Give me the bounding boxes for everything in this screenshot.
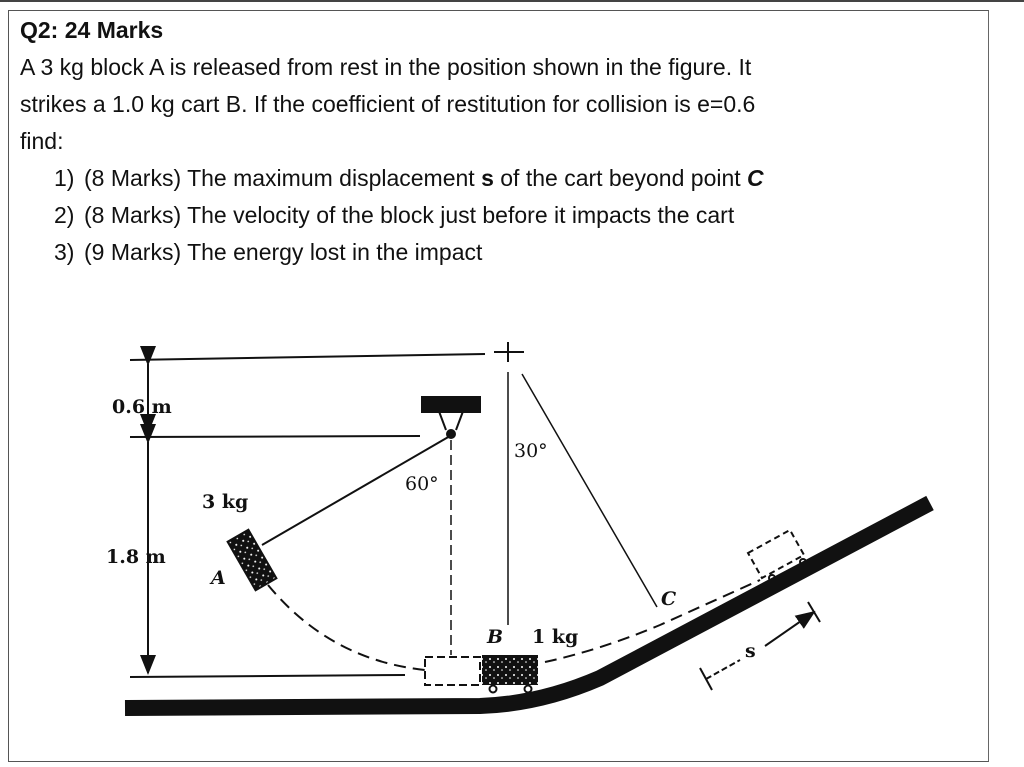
- part-symbol-s: s: [481, 165, 494, 191]
- part-number: 1): [54, 165, 75, 191]
- swing-path: [267, 584, 426, 671]
- mass-label-a: 3 kg: [202, 491, 248, 513]
- cart-wheel: [488, 684, 498, 694]
- displacement-label-s: s: [745, 640, 756, 662]
- question-body-line-3: find:: [20, 128, 64, 154]
- pendulum-cord: [261, 435, 451, 546]
- mass-label-b: 1 kg: [532, 626, 578, 648]
- dim-label-top: 0.6 m: [112, 396, 172, 418]
- block-a: [226, 528, 278, 592]
- part-text: (8 Marks) The velocity of the block just…: [84, 202, 735, 228]
- part-1: 1) (8 Marks) The maximum displacement s o…: [54, 160, 980, 197]
- question-frame: [8, 10, 989, 762]
- pivot-pin: [446, 429, 456, 439]
- question-body-line-1: A 3 kg block A is released from rest in …: [20, 54, 752, 80]
- track: [124, 495, 934, 716]
- pivot-support-block: [421, 396, 481, 413]
- cart-displaced-outline: [746, 528, 806, 580]
- top-border-line: [0, 0, 1024, 2]
- part-text: of the cart beyond point: [493, 165, 748, 191]
- part-number: 2): [54, 202, 75, 228]
- part-3: 3) (9 Marks) The energy lost in the impac…: [54, 234, 980, 271]
- question-body-line-2: strikes a 1.0 kg cart B. If the coeffici…: [20, 91, 756, 117]
- top-reference-line: [129, 353, 486, 361]
- part-2: 2) (8 Marks) The velocity of the block ju…: [54, 197, 980, 234]
- pivot-level-line: [129, 435, 421, 438]
- incline-normal-line: [521, 373, 658, 608]
- part-number: 3): [54, 239, 75, 265]
- point-label-c: C: [661, 588, 676, 610]
- dim-label-side: 1.8 m: [106, 546, 166, 568]
- cart-b: [482, 655, 538, 685]
- cart-wheel: [523, 684, 533, 694]
- angle-label-30: 30°: [514, 440, 548, 462]
- parts-list: 1) (8 Marks) The maximum displacement s o…: [20, 160, 980, 271]
- bottom-reference-line: [129, 674, 406, 678]
- part-text: (8 Marks) The maximum displacement: [84, 165, 482, 191]
- question-text: Q2: 24 Marks A 3 kg block A is released …: [20, 12, 980, 271]
- part-symbol-c: C: [747, 165, 764, 191]
- angle-label-60: 60°: [405, 473, 439, 495]
- part-text: (9 Marks) The energy lost in the impact: [84, 239, 483, 265]
- cart-label-b: B: [486, 626, 503, 648]
- question-title: Q2: 24 Marks: [20, 17, 164, 43]
- cart-path: [544, 579, 761, 663]
- block-a-at-impact-outline: [424, 656, 481, 686]
- block-label-a: A: [209, 567, 226, 589]
